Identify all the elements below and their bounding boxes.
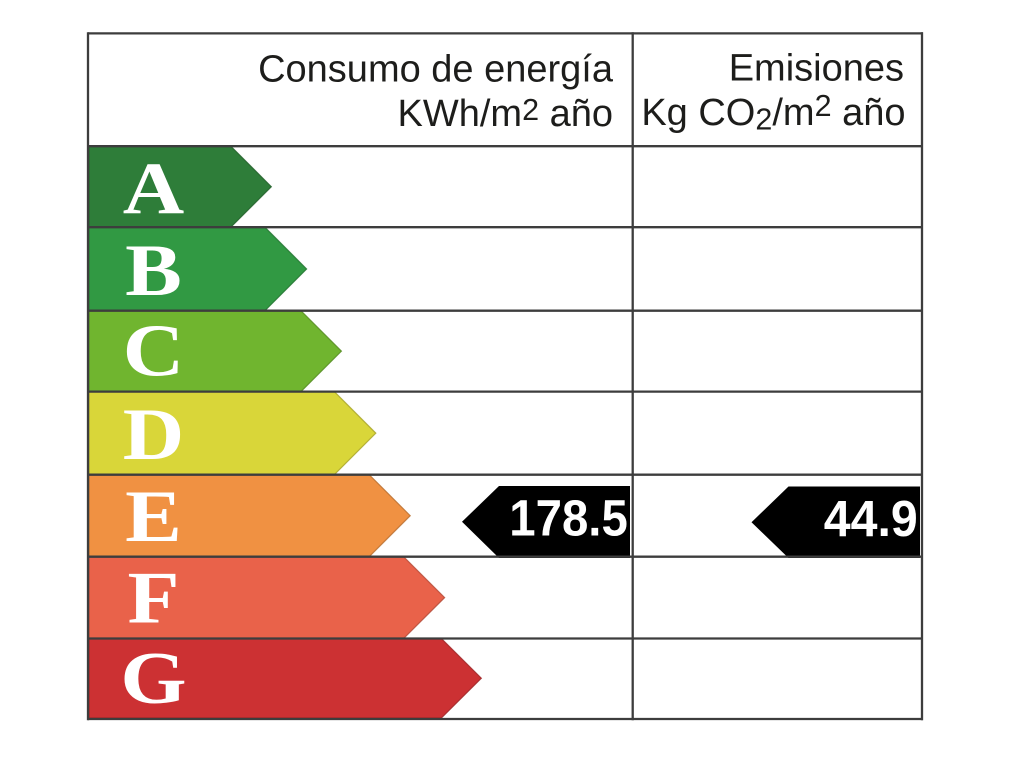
svg-text:C: C [123, 311, 184, 393]
svg-text:B: B [125, 230, 182, 312]
svg-text:Emisiones: Emisiones [729, 48, 904, 90]
svg-text:44.9: 44.9 [824, 490, 918, 547]
svg-text:D: D [123, 394, 184, 476]
svg-text:F: F [128, 558, 180, 640]
svg-text:Consumo de energía: Consumo de energía [258, 49, 614, 91]
svg-text:G: G [120, 638, 186, 720]
svg-text:KWh/m2 año: KWh/m2 año [398, 93, 614, 135]
svg-text:178.5: 178.5 [509, 490, 628, 547]
svg-text:A: A [123, 148, 184, 230]
svg-text:Kg CO2/m2 año: Kg CO2/m2 año [641, 89, 905, 137]
svg-text:E: E [125, 476, 182, 558]
